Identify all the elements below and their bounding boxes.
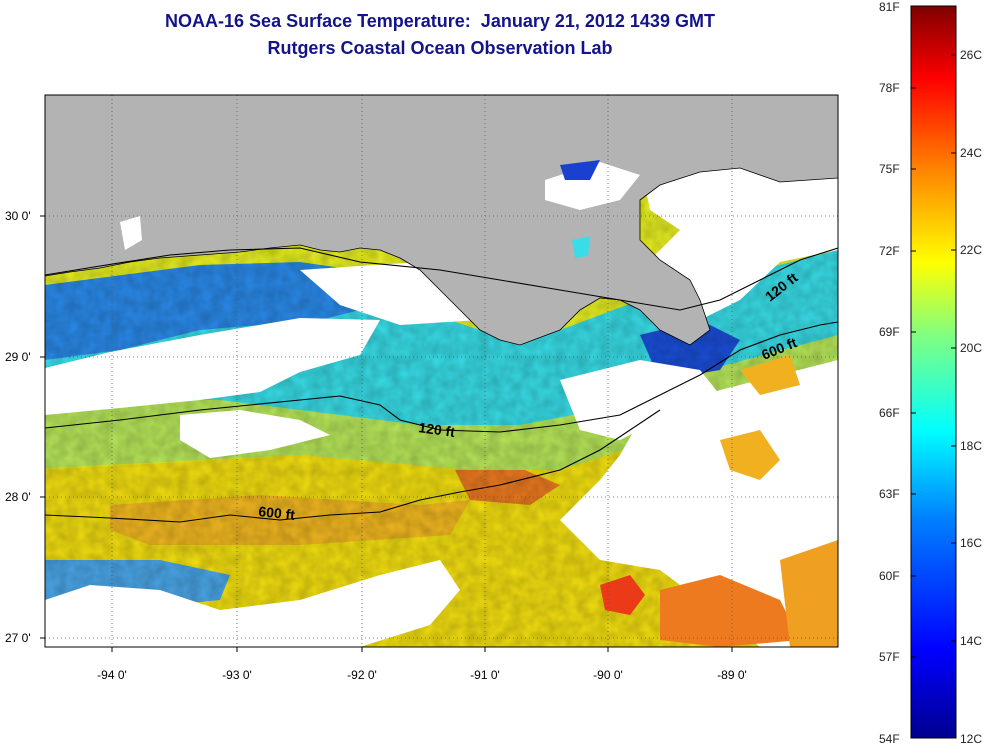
isobath-600-north: [45, 321, 838, 433]
colorbar-f-label: 57F: [879, 650, 900, 664]
warm-patch-4: [720, 430, 780, 480]
title-line-1: NOAA-16 Sea Surface Temperature: January…: [165, 11, 715, 31]
y-tick-label: 30 0': [5, 209, 31, 223]
x-tick-label: -90 0': [593, 668, 623, 682]
x-tick-label: -92 0': [347, 668, 377, 682]
x-tick-label: -89 0': [717, 668, 747, 682]
cloud-west: [45, 318, 380, 415]
colorbar-f-label: 75F: [879, 162, 900, 176]
lake-cold-patch: [560, 160, 600, 180]
colorbar-c-label: 18C: [960, 439, 982, 453]
map-title: NOAA-16 Sea Surface Temperature: January…: [0, 8, 880, 62]
warm-patch-2: [660, 575, 800, 647]
map-image-area: [45, 95, 838, 647]
colorbar: 81F 78F 75F 72F 69F 66F 63F 60F 57F 54F …: [879, 0, 982, 746]
colorbar-f-label: 69F: [879, 325, 900, 339]
isobath-120-north: [45, 247, 838, 311]
colorbar-gradient: [910, 5, 957, 739]
colorbar-f-label: 63F: [879, 487, 900, 501]
cloud-south: [45, 560, 460, 647]
inland-water-patch: [572, 236, 590, 258]
x-tick-label: -93 0': [222, 668, 252, 682]
colorbar-ticks: [911, 54, 956, 658]
x-tick-label: -94 0': [97, 668, 127, 682]
colorbar-c-label: 14C: [960, 634, 982, 648]
contour-label-600-west: 600 ft: [258, 503, 296, 523]
x-tick-label: -91 0': [470, 668, 500, 682]
warm-patch-3: [780, 540, 838, 647]
colorbar-c-label: 20C: [960, 341, 982, 355]
cloud-northeast: [640, 150, 838, 320]
isobath-600-south: [45, 409, 661, 523]
cloud-west-2: [180, 410, 330, 458]
colorbar-f-label: 60F: [879, 569, 900, 583]
map-frame: [44, 94, 839, 648]
graticule: [45, 95, 838, 647]
colorbar-c-label: 26C: [960, 48, 982, 62]
colorbar-f-label: 72F: [879, 244, 900, 258]
cloud-delta: [560, 360, 720, 440]
colorbar-c-label: 12C: [960, 732, 982, 746]
colorbar-f-label: 78F: [879, 81, 900, 95]
colorbar-f-label: 54F: [879, 732, 900, 746]
y-tick-label: 28 0': [5, 490, 31, 504]
colorbar-f-label: 66F: [879, 406, 900, 420]
land-mass: [45, 95, 838, 346]
colorbar-f-label: 81F: [879, 0, 900, 14]
warm-patch-5: [740, 355, 800, 395]
colorbar-c-label: 24C: [960, 146, 982, 160]
contour-label-120-west: 120 ft: [418, 419, 457, 440]
lake-calcasieu: [120, 216, 142, 250]
warm-patch-1: [600, 575, 645, 615]
axis-ticks: [40, 215, 733, 652]
cloud-southeast: [560, 360, 838, 647]
colorbar-c-label: 22C: [960, 243, 982, 257]
y-tick-label: 29 0': [5, 350, 31, 364]
colorbar-c-label: 16C: [960, 536, 982, 550]
title-line-2: Rutgers Coastal Ocean Observation Lab: [267, 38, 613, 58]
y-tick-label: 27 0': [5, 631, 31, 645]
